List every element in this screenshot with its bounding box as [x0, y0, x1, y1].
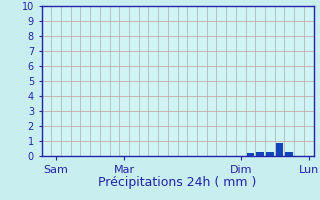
Bar: [276, 142, 284, 156]
Bar: [266, 152, 274, 156]
X-axis label: Précipitations 24h ( mm ): Précipitations 24h ( mm ): [99, 176, 257, 189]
Bar: [256, 152, 264, 156]
Bar: [285, 152, 293, 156]
Bar: [247, 153, 254, 156]
